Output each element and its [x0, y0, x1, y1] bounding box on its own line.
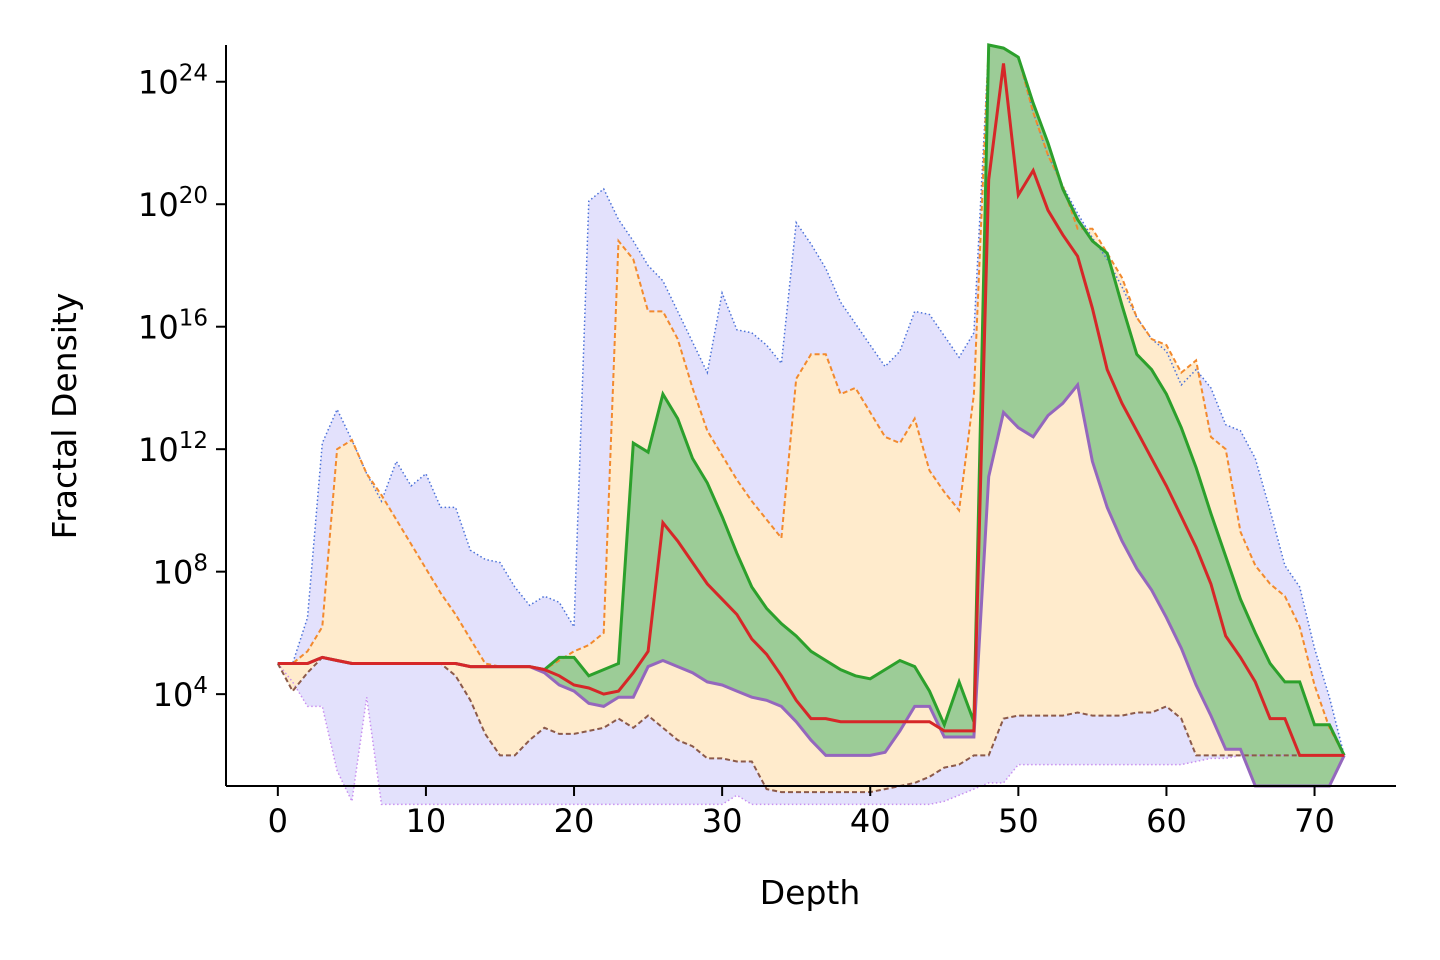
x-tick-label: 30 [702, 802, 743, 840]
y-tick-label: 1016 [138, 306, 208, 347]
y-tick-label: 104 [153, 673, 208, 714]
x-tick-label: 50 [998, 802, 1039, 840]
x-tick-label: 60 [1146, 802, 1187, 840]
y-tick-label: 1024 [138, 61, 208, 102]
x-tick-label: 40 [850, 802, 891, 840]
y-ticks: 104 108 1012 1016 1020 1024 [138, 61, 226, 714]
x-tick-label: 20 [554, 802, 595, 840]
x-tick-label: 70 [1294, 802, 1335, 840]
inner-max-line [277, 43, 1346, 756]
y-tick-label: 1012 [138, 428, 208, 469]
y-axis-label: Fractal Density [45, 293, 84, 540]
x-tick-label: 0 [268, 802, 288, 840]
y-tick-label: 1020 [138, 183, 208, 224]
median-line [277, 63, 1345, 757]
plot-area [276, 43, 1346, 806]
x-axis-label: Depth [760, 873, 861, 912]
interquartile-band [277, 45, 1345, 786]
y-tick-label: 108 [153, 551, 208, 592]
x-ticks: 0 10 20 30 40 50 60 70 [268, 786, 1335, 840]
x-tick-label: 10 [406, 802, 447, 840]
